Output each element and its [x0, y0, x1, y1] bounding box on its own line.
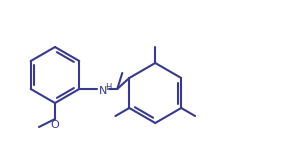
Text: H: H	[105, 82, 111, 91]
Text: O: O	[51, 120, 59, 130]
Text: N: N	[99, 86, 107, 96]
